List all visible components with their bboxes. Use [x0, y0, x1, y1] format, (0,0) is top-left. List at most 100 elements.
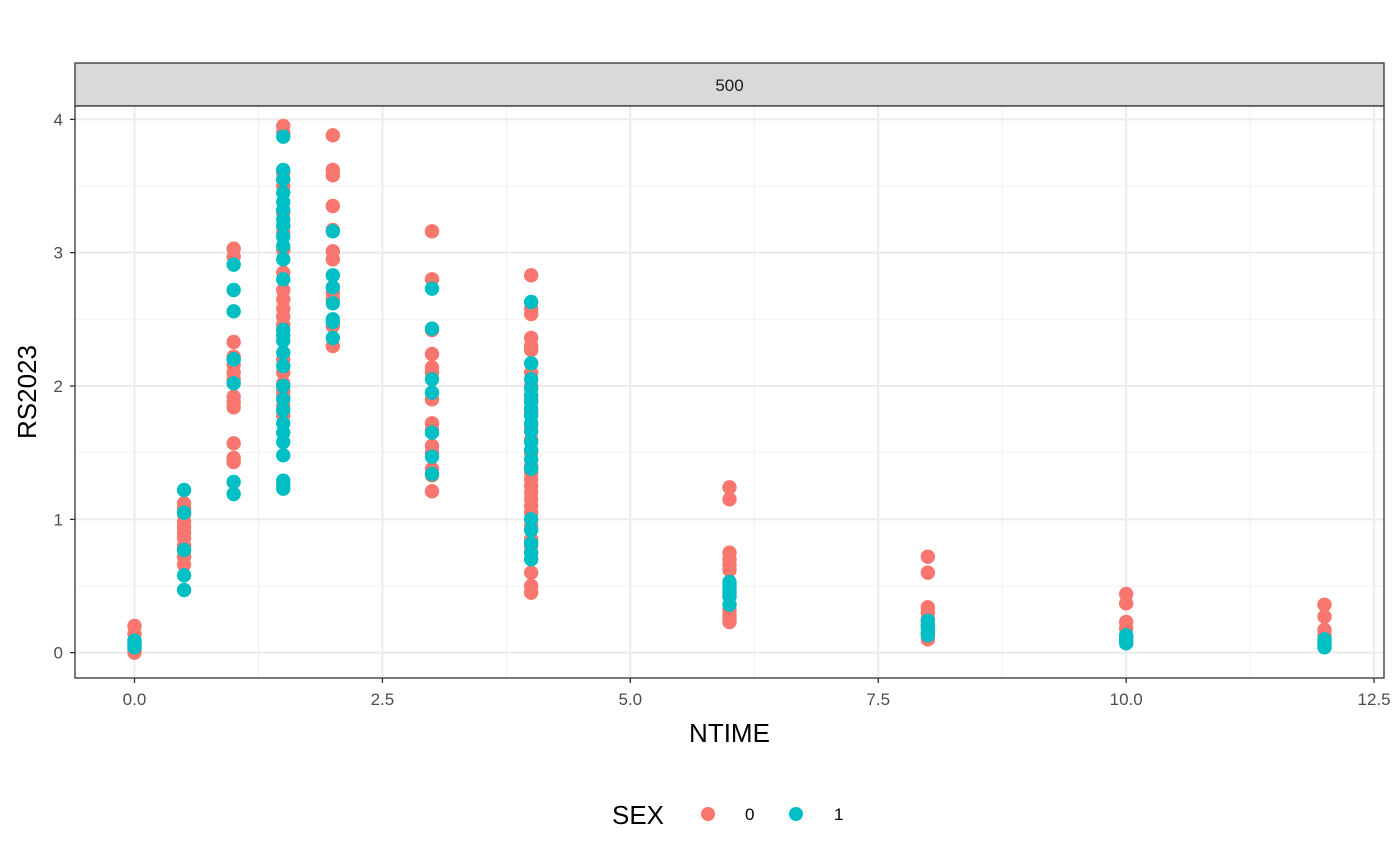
- data-point-sex-1: [325, 296, 341, 311]
- data-point-sex-0: [1118, 596, 1134, 611]
- data-point-sex-0: [424, 224, 440, 239]
- data-point-sex-0: [424, 346, 440, 362]
- data-point-sex-1: [176, 582, 192, 598]
- data-point-sex-1: [276, 333, 291, 348]
- data-point-sex-1: [276, 345, 291, 360]
- data-point-sex-1: [226, 257, 241, 272]
- data-point-sex-1: [523, 294, 539, 310]
- data-point-sex-1: [523, 512, 539, 527]
- data-point-sex-1: [424, 425, 440, 440]
- data-point-sex-1: [325, 314, 341, 330]
- y-tick-label: 0: [54, 644, 63, 663]
- data-point-sex-1: [276, 378, 291, 394]
- data-point-sex-1: [722, 597, 737, 612]
- legend-key-1: [789, 807, 803, 821]
- data-point-sex-1: [920, 628, 936, 643]
- data-point-sex-1: [276, 252, 291, 267]
- data-point-sex-1: [226, 304, 241, 319]
- data-point-sex-1: [523, 356, 539, 371]
- y-tick-label: 3: [54, 244, 63, 263]
- data-point-sex-0: [176, 557, 192, 572]
- facet-strip: 500: [74, 62, 1385, 107]
- data-point-sex-1: [276, 434, 291, 450]
- data-point-sex-0: [226, 454, 241, 470]
- data-point-sex-0: [523, 268, 539, 283]
- data-point-sex-1: [276, 402, 291, 418]
- data-point-sex-1: [176, 568, 192, 583]
- facet-strip-background: [74, 62, 1385, 107]
- data-point-sex-1: [276, 272, 291, 287]
- data-point-sex-1: [424, 385, 440, 400]
- y-tick-label: 4: [54, 110, 63, 129]
- data-point-sex-1: [424, 466, 440, 482]
- data-point-sex-1: [424, 449, 440, 464]
- x-tick-label: 5.0: [619, 690, 643, 709]
- data-point-sex-0: [325, 198, 341, 214]
- data-point-sex-0: [424, 484, 440, 499]
- legend-label-1: 1: [834, 805, 843, 824]
- x-tick-label: 2.5: [371, 690, 395, 709]
- data-point-sex-0: [722, 562, 737, 578]
- data-point-sex-1: [1317, 640, 1332, 655]
- data-point-sex-0: [523, 565, 539, 580]
- data-point-sex-0: [722, 480, 737, 495]
- legend-label-0: 0: [745, 805, 754, 824]
- data-point-sex-1: [127, 640, 142, 655]
- data-point-sex-1: [276, 129, 291, 144]
- legend-key-0: [701, 807, 715, 821]
- data-point-sex-1: [325, 280, 341, 295]
- data-point-sex-0: [226, 436, 241, 451]
- data-point-sex-1: [523, 552, 539, 567]
- legend-title: SEX: [612, 800, 664, 830]
- data-point-sex-1: [276, 448, 291, 463]
- data-point-sex-1: [424, 321, 440, 336]
- data-point-sex-0: [523, 306, 539, 322]
- data-point-sex-1: [325, 224, 341, 239]
- data-point-sex-1: [276, 392, 291, 407]
- major-gridlines: [75, 106, 1384, 678]
- data-point-sex-1: [276, 218, 291, 234]
- data-point-sex-1: [1118, 636, 1134, 651]
- y-axis-title: RS2023: [12, 345, 42, 439]
- facet-strip-label: 500: [715, 76, 743, 95]
- x-tick-label: 7.5: [866, 690, 890, 709]
- data-point-sex-0: [523, 585, 539, 600]
- data-point-sex-1: [523, 461, 539, 476]
- data-point-sex-1: [176, 542, 192, 558]
- data-point-sex-1: [325, 330, 341, 346]
- data-point-sex-0: [226, 400, 241, 415]
- data-point-sex-0: [920, 549, 936, 564]
- data-point-sex-1: [226, 352, 241, 367]
- data-point-sex-1: [176, 482, 192, 498]
- data-point-sex-1: [226, 486, 241, 502]
- x-tick-label: 10.0: [1110, 690, 1143, 709]
- data-point-sex-1: [276, 172, 291, 187]
- x-tick-label: 0.0: [123, 690, 147, 709]
- data-point-sex-0: [325, 128, 341, 143]
- data-point-sex-1: [276, 481, 291, 496]
- data-point-sex-1: [523, 424, 539, 439]
- data-point-sex-1: [424, 281, 440, 296]
- x-tick-label: 12.5: [1358, 690, 1391, 709]
- data-point-sex-1: [325, 268, 341, 283]
- data-point-sex-1: [226, 474, 241, 490]
- data-point-sex-1: [276, 358, 291, 374]
- minor-gridlines: [75, 106, 1384, 678]
- data-point-sex-0: [523, 342, 539, 358]
- y-tick-label: 2: [54, 377, 63, 396]
- y-axis: 0 1 2 3 4: [54, 110, 75, 663]
- x-axis: 0.0 2.5 5.0 7.5 10.0 12.5: [123, 678, 1391, 709]
- data-point-sex-0: [1317, 597, 1332, 612]
- legend: SEX 0 1: [612, 800, 843, 830]
- data-point-sex-0: [325, 168, 341, 183]
- data-point-sex-1: [424, 372, 440, 387]
- data-point-sex-1: [523, 522, 539, 538]
- plot-panel-border: [74, 105, 1385, 679]
- data-point-sex-0: [226, 334, 241, 350]
- y-tick-label: 1: [54, 510, 63, 529]
- data-point-sex-0: [722, 492, 737, 507]
- data-point-sex-1: [226, 282, 241, 298]
- data-point-sex-1: [176, 505, 192, 520]
- data-point-sex-0: [1317, 609, 1332, 624]
